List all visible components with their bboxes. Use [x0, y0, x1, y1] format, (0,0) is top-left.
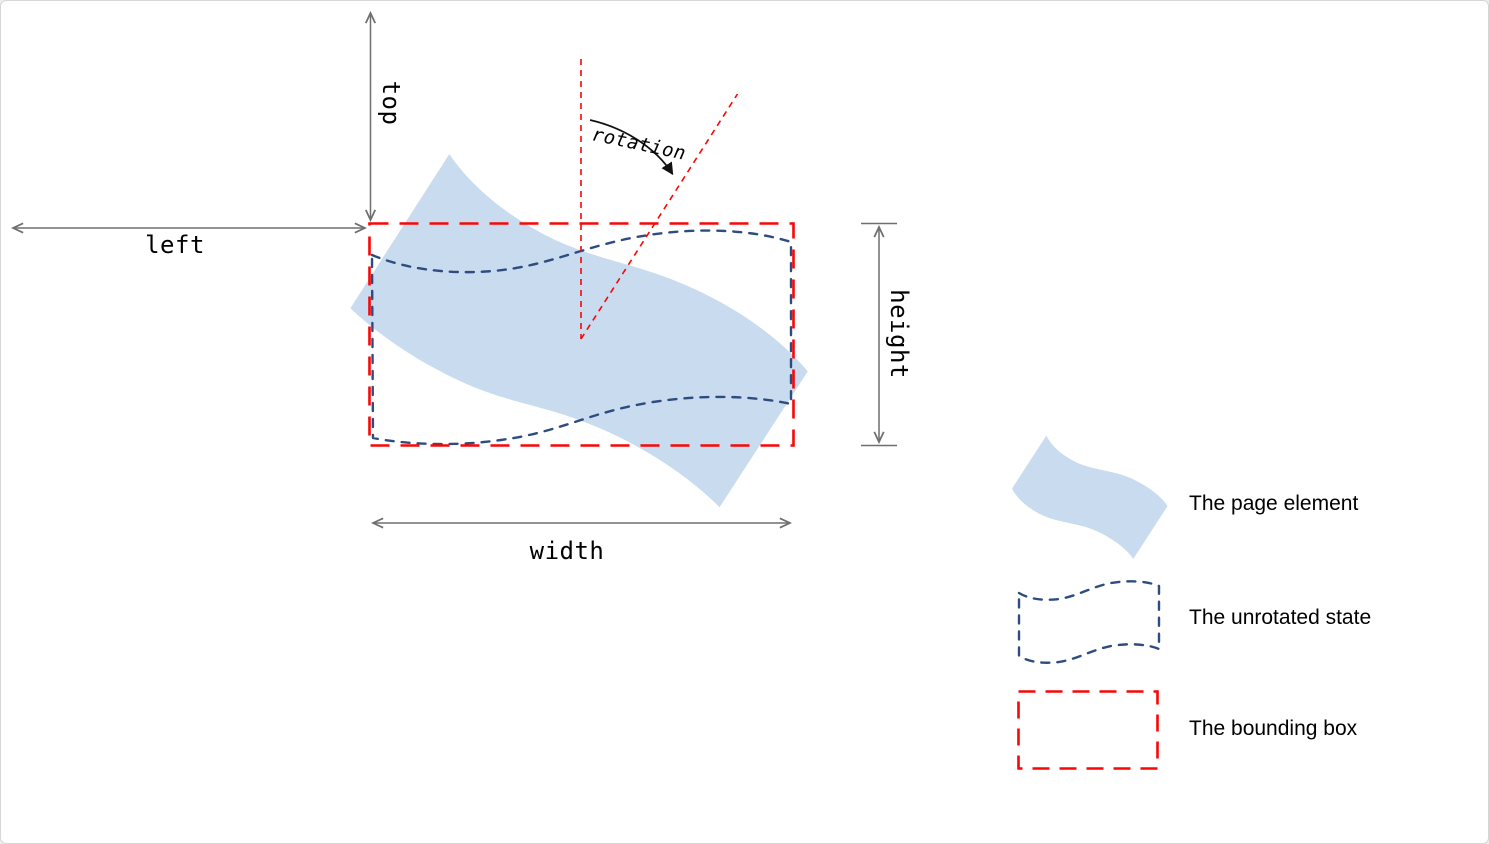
legend-label-bounding-box: The bounding box	[1189, 717, 1358, 740]
rotation-arc-arrow	[589, 119, 674, 176]
legend-bounding-box-swatch	[1017, 690, 1159, 770]
legend-label-unrotated-state: The unrotated state	[1189, 606, 1371, 629]
legend-label-page-element: The page element	[1189, 492, 1358, 515]
top-label: top	[377, 81, 405, 126]
legend-unrotated-swatch	[1017, 580, 1161, 664]
page-element-shape	[350, 154, 808, 508]
unrotated-state-outline	[370, 229, 793, 446]
rotation-rotated-line	[580, 93, 739, 340]
rotation-label: rotation	[590, 123, 688, 164]
left-label: left	[145, 231, 205, 259]
height-label: height	[885, 289, 913, 379]
width-label: width	[530, 537, 605, 565]
bounding-box-outline	[368, 222, 795, 447]
legend: The page element The unrotated state The…	[1012, 435, 1371, 770]
legend-page-element-swatch	[1012, 435, 1168, 559]
